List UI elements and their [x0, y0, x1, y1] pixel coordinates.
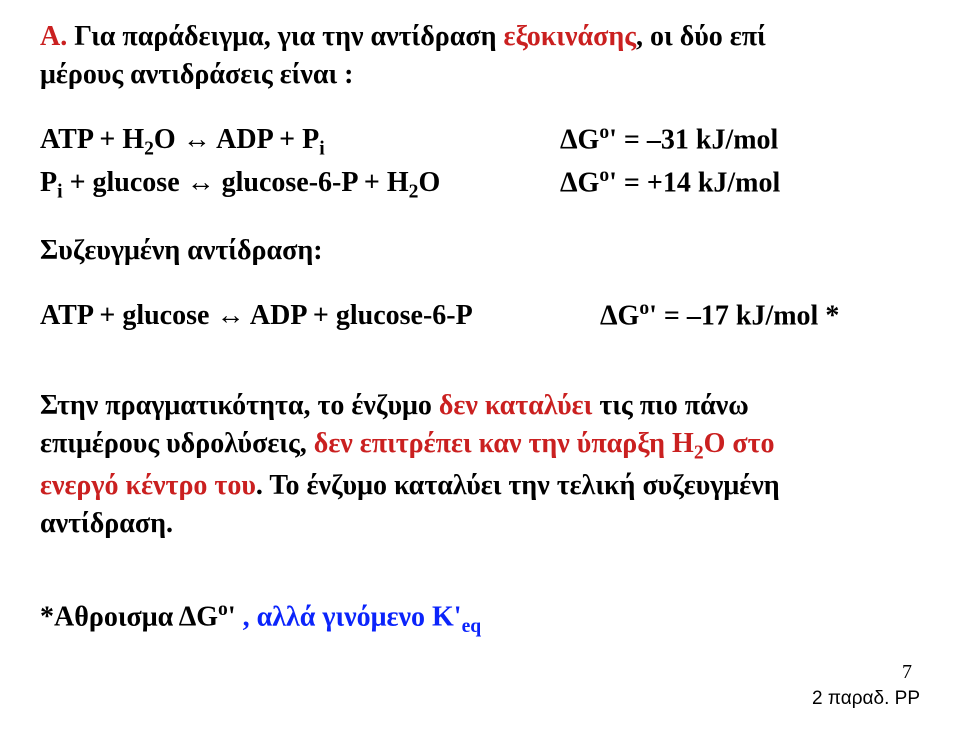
eq3-rhs: ΔGo' = –17 kJ/mol * [600, 296, 839, 335]
eq2-rb: ' = +14 kJ/mol [609, 167, 780, 198]
intro-line1-a: Για παράδειγμα, για την αντίδραση [67, 21, 503, 52]
eq3-row: ATP + glucose ↔ ADP + glucose-6-P ΔGo' =… [40, 296, 920, 335]
eq1-a: ATP + H [40, 124, 144, 155]
p2-b: τις πιο πάνω [592, 390, 748, 421]
eq-block-3: ATP + glucose ↔ ADP + glucose-6-P ΔGo' =… [40, 296, 920, 335]
fn-sup: o [218, 599, 228, 620]
eq1-arrow: ↔ [183, 124, 211, 155]
intro-line1-b: , οι δύο επί [636, 21, 766, 52]
intro-line2: μέρους αντιδράσεις είναι : [40, 59, 354, 90]
eq2-ra: ΔG [560, 167, 599, 198]
p2-a: Στην πραγματικότητα, το ένζυμο [40, 390, 439, 421]
para2: Στην πραγματικότητα, το ένζυμο δεν καταλ… [40, 387, 920, 542]
eq2-rhs: ΔGo' = +14 kJ/mol [560, 163, 780, 202]
coupled-label: Συζευγμένη αντίδραση: [40, 232, 920, 270]
eq-block-1: ATP + H2O ↔ ADP + Pi ΔGo' = –31 kJ/mol P… [40, 120, 920, 207]
eq1-psub: i [319, 139, 324, 160]
fn-blue-sub: eq [462, 616, 482, 637]
p2-red3: O στο [704, 428, 775, 459]
eq2-rsup: o [599, 165, 609, 186]
eq1-b: O [154, 124, 183, 155]
eq2-arrow: ↔ [187, 167, 215, 198]
intro-red: εξοκινάσης [503, 21, 636, 52]
fn-c: ' [228, 601, 243, 632]
fn-blue: , αλλά γινόμενο K' [243, 601, 462, 632]
eq3-rsup: o [639, 298, 649, 319]
page-root: A. Για παράδειγμα, για την αντίδραση εξο… [0, 0, 960, 730]
footnote: *Αθροισμα ΔGo' , αλλά γινόμενο K'eq [40, 597, 920, 640]
p2-d: . Το ένζυμο καταλύει την τελική συζευγμέ… [256, 470, 780, 501]
eq2-c: glucose-6-P + H [215, 167, 409, 198]
eq1-rb: ' = –31 kJ/mol [609, 124, 778, 155]
footer-note: 2 παραδ. PP [812, 686, 920, 712]
fn-a: *Αθροισμα [40, 601, 179, 632]
eq3-ra: ΔG [600, 300, 639, 331]
p2-h2o-sub: 2 [694, 443, 704, 464]
eq2-hsub: 2 [409, 182, 419, 203]
eq1-row: ATP + H2O ↔ ADP + Pi ΔGo' = –31 kJ/mol [40, 120, 920, 163]
p2-red4: ενεργό κέντρο του [40, 470, 256, 501]
footer-page-number: 7 [902, 659, 912, 686]
eq3-arrow: ↔ [216, 300, 244, 331]
eq1-sub: 2 [144, 139, 154, 160]
p2-c: επιμέρους υδρολύσεις, [40, 428, 314, 459]
eq2-row: Pi + glucose ↔ glucose-6-P + H2O ΔGo' = … [40, 163, 920, 206]
eq2-d: O [418, 167, 440, 198]
eq1-lhs: ATP + H2O ↔ ADP + Pi [40, 121, 560, 163]
p2-red2: δεν επιτρέπει καν την ύπαρξη H [314, 428, 694, 459]
eq2-a: P [40, 167, 57, 198]
intro-paragraph: A. Για παράδειγμα, για την αντίδραση εξο… [40, 18, 920, 94]
p2-red1: δεν καταλύει [439, 390, 592, 421]
eq1-ra: ΔG [560, 124, 599, 155]
p2-e: αντίδραση. [40, 508, 173, 539]
eq3-lhs: ATP + glucose ↔ ADP + glucose-6-P [40, 297, 600, 335]
eq1-rsup: o [599, 122, 609, 143]
fn-b: ΔG [179, 601, 218, 632]
eq1-c: ADP + P [211, 124, 320, 155]
intro-prefix: A. [40, 21, 67, 52]
eq2-lhs: Pi + glucose ↔ glucose-6-P + H2O [40, 164, 560, 206]
eq3-a: ATP + glucose [40, 300, 216, 331]
eq2-b: + glucose [63, 167, 187, 198]
eq3-rb: ' = –17 kJ/mol * [649, 300, 839, 331]
eq1-rhs: ΔGo' = –31 kJ/mol [560, 120, 778, 159]
eq3-b: ADP + glucose-6-P [244, 300, 472, 331]
